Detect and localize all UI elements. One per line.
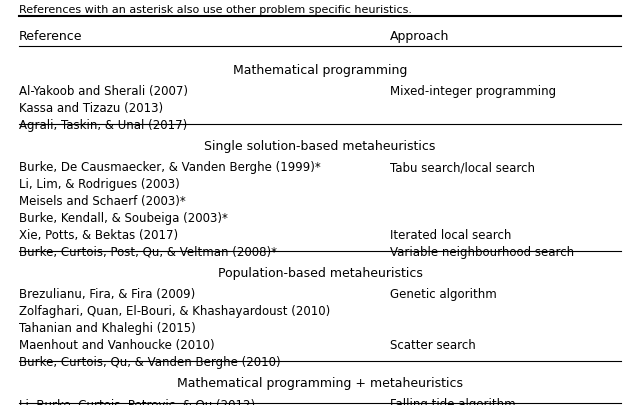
Text: Tabu search/local search: Tabu search/local search bbox=[390, 161, 536, 174]
Text: Brezulianu, Fira, & Fira (2009): Brezulianu, Fira, & Fira (2009) bbox=[19, 288, 195, 301]
Text: Genetic algorithm: Genetic algorithm bbox=[390, 288, 497, 301]
Text: Reference: Reference bbox=[19, 30, 83, 43]
Text: Single solution-based metaheuristics: Single solution-based metaheuristics bbox=[204, 140, 436, 153]
Text: Al-Yakoob and Sherali (2007): Al-Yakoob and Sherali (2007) bbox=[19, 85, 188, 98]
Text: Population-based metaheuristics: Population-based metaheuristics bbox=[218, 266, 422, 279]
Text: Mathematical programming + metaheuristics: Mathematical programming + metaheuristic… bbox=[177, 376, 463, 389]
Text: Zolfaghari, Quan, El-Bouri, & Khashayardoust (2010): Zolfaghari, Quan, El-Bouri, & Khashayard… bbox=[19, 304, 330, 317]
Text: Tahanian and Khaleghi (2015): Tahanian and Khaleghi (2015) bbox=[19, 321, 196, 334]
Text: Mixed-integer programming: Mixed-integer programming bbox=[390, 85, 557, 98]
Text: Xie, Potts, & Bektas (2017): Xie, Potts, & Bektas (2017) bbox=[19, 228, 179, 241]
Text: Burke, Curtois, Qu, & Vanden Berghe (2010): Burke, Curtois, Qu, & Vanden Berghe (201… bbox=[19, 355, 281, 368]
Text: Scatter search: Scatter search bbox=[390, 338, 476, 351]
Text: Li, Lim, & Rodrigues (2003): Li, Lim, & Rodrigues (2003) bbox=[19, 178, 180, 191]
Text: Burke, Curtois, Post, Qu, & Veltman (2008)*: Burke, Curtois, Post, Qu, & Veltman (200… bbox=[19, 245, 277, 258]
Text: References with an asterisk also use other problem specific heuristics.: References with an asterisk also use oth… bbox=[19, 5, 412, 15]
Text: Meisels and Schaerf (2003)*: Meisels and Schaerf (2003)* bbox=[19, 194, 186, 207]
Text: Li, Burke, Curtois, Petrovic, & Qu (2012): Li, Burke, Curtois, Petrovic, & Qu (2012… bbox=[19, 397, 255, 405]
Text: Iterated local search: Iterated local search bbox=[390, 228, 512, 241]
Text: Burke, Kendall, & Soubeiga (2003)*: Burke, Kendall, & Soubeiga (2003)* bbox=[19, 211, 228, 224]
Text: Burke, De Causmaecker, & Vanden Berghe (1999)*: Burke, De Causmaecker, & Vanden Berghe (… bbox=[19, 161, 321, 174]
Text: Variable neighbourhood search: Variable neighbourhood search bbox=[390, 245, 575, 258]
Text: Maenhout and Vanhoucke (2010): Maenhout and Vanhoucke (2010) bbox=[19, 338, 215, 351]
Text: Falling tide algorithm: Falling tide algorithm bbox=[390, 397, 516, 405]
Text: Mathematical programming: Mathematical programming bbox=[233, 64, 407, 77]
Text: Approach: Approach bbox=[390, 30, 450, 43]
Text: Agrali, Taskin, & Unal (2017): Agrali, Taskin, & Unal (2017) bbox=[19, 119, 188, 132]
Text: Kassa and Tizazu (2013): Kassa and Tizazu (2013) bbox=[19, 102, 163, 115]
